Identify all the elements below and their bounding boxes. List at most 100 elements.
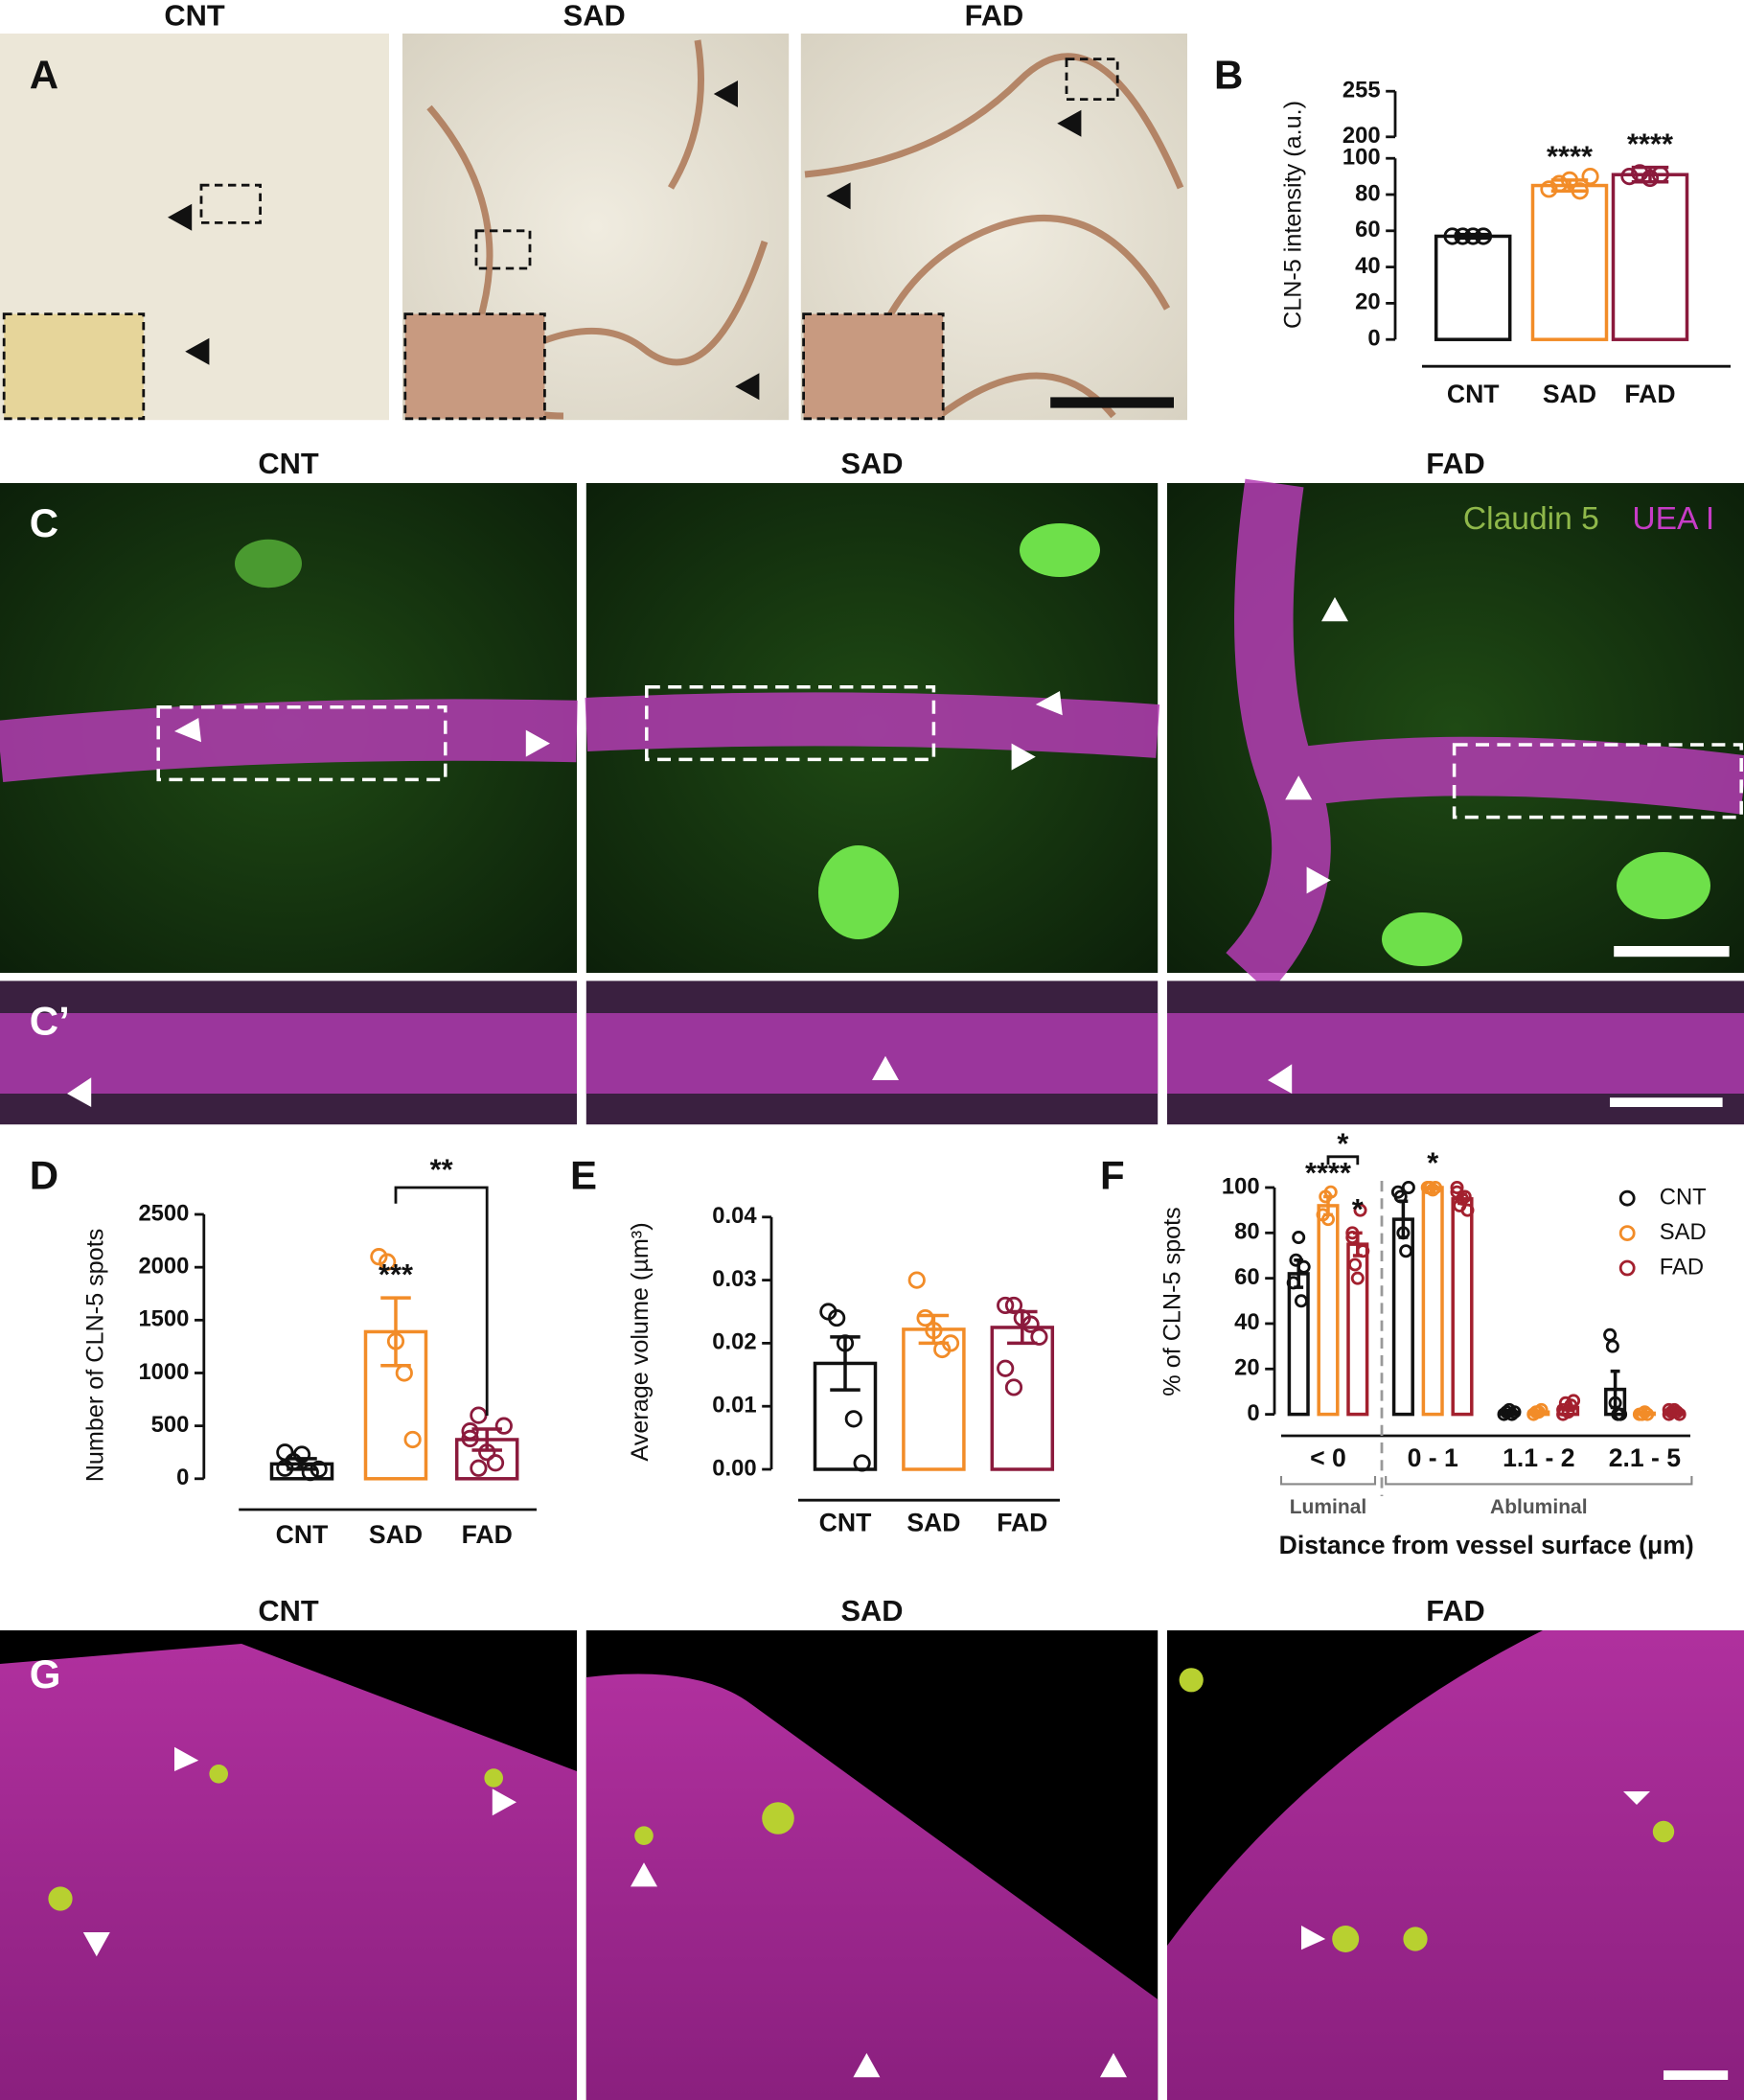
column-header: CNT bbox=[258, 447, 318, 480]
x-tick-label: CNT bbox=[276, 1520, 329, 1549]
y-tick-label: 0.04 bbox=[712, 1203, 757, 1229]
y-tick-label: 20 bbox=[1234, 1355, 1259, 1381]
data-point bbox=[461, 1429, 479, 1447]
data-point bbox=[1457, 1189, 1472, 1204]
panel-label: E bbox=[570, 1152, 597, 1197]
data-point bbox=[1460, 1203, 1475, 1217]
x-tick-label: FAD bbox=[462, 1520, 513, 1549]
data-point bbox=[470, 1459, 488, 1477]
y-tick-label: 20 bbox=[1355, 289, 1380, 315]
data-point bbox=[1641, 169, 1660, 188]
data-point bbox=[1464, 227, 1482, 245]
data-point bbox=[1297, 1259, 1311, 1274]
bracket-label: ** bbox=[430, 1152, 453, 1186]
data-point bbox=[1567, 1394, 1581, 1408]
x-tick-label: SAD bbox=[369, 1520, 423, 1549]
data-point bbox=[997, 1296, 1015, 1315]
data-point bbox=[1581, 168, 1599, 186]
x-tick-label: FAD bbox=[1624, 380, 1675, 408]
y-tick-label: 0.02 bbox=[712, 1329, 756, 1355]
bar bbox=[1317, 1204, 1340, 1417]
y-tick-label: 0 bbox=[176, 1465, 189, 1490]
bar bbox=[902, 1327, 966, 1471]
data-point bbox=[1641, 1407, 1655, 1421]
bar bbox=[1530, 183, 1609, 341]
panel-label: F bbox=[1100, 1152, 1125, 1197]
data-point bbox=[486, 1454, 505, 1472]
y-tick-label: 0 bbox=[1367, 325, 1380, 351]
y-tick-label: 0.00 bbox=[712, 1455, 756, 1481]
stain-legend-uea: UEA I bbox=[1632, 501, 1714, 537]
data-point bbox=[925, 1322, 943, 1340]
data-point bbox=[1323, 1185, 1338, 1199]
column-header: FAD bbox=[965, 0, 1024, 32]
data-point bbox=[461, 1422, 479, 1441]
x-tick-label: FAD bbox=[997, 1508, 1047, 1536]
y-tick-label: 60 bbox=[1355, 217, 1380, 242]
y-tick-label: 60 bbox=[1234, 1264, 1259, 1290]
data-point bbox=[1393, 1189, 1408, 1204]
data-point bbox=[1454, 227, 1472, 245]
bracket-label: * bbox=[1337, 1127, 1348, 1161]
data-point bbox=[1345, 1231, 1360, 1245]
y-tick-label: 100 bbox=[1222, 1173, 1260, 1199]
region-bracket bbox=[1279, 1476, 1377, 1486]
data-point bbox=[844, 1410, 862, 1428]
bracket bbox=[394, 1186, 489, 1416]
data-point bbox=[1356, 1244, 1370, 1258]
data-point bbox=[292, 1445, 311, 1464]
legend-label: CNT bbox=[1660, 1184, 1707, 1210]
data-point bbox=[379, 1253, 397, 1271]
column-header: FAD bbox=[1426, 1594, 1485, 1627]
data-point bbox=[1672, 1407, 1687, 1421]
legend-label: FAD bbox=[1660, 1254, 1704, 1280]
data-point bbox=[853, 1454, 871, 1472]
data-point bbox=[301, 1464, 319, 1482]
y-axis-label: Average volume (µm³) bbox=[627, 1222, 654, 1461]
y-tick-label: 500 bbox=[151, 1412, 190, 1438]
data-point bbox=[1550, 174, 1569, 193]
y-axis-label: % of CLN-5 spots bbox=[1159, 1207, 1186, 1396]
micrographs-a bbox=[0, 34, 1187, 421]
bar bbox=[1434, 234, 1512, 341]
data-point bbox=[1399, 1244, 1413, 1258]
column-header: CNT bbox=[164, 0, 224, 32]
data-point bbox=[494, 1417, 513, 1435]
legend-marker bbox=[1618, 1189, 1636, 1207]
data-point bbox=[1556, 1407, 1571, 1421]
data-point bbox=[1396, 1226, 1411, 1240]
significance: **** bbox=[1627, 127, 1673, 160]
stain-legend-claudin: Claudin 5 bbox=[1463, 501, 1599, 537]
data-point bbox=[1350, 1271, 1365, 1285]
data-point bbox=[997, 1359, 1015, 1377]
bar bbox=[813, 1361, 878, 1471]
data-point bbox=[1474, 227, 1493, 245]
panel-label: G bbox=[30, 1651, 61, 1696]
significance: **** bbox=[1547, 140, 1593, 173]
bar bbox=[1421, 1186, 1444, 1417]
x-tick-label: SAD bbox=[906, 1508, 960, 1536]
y-tick-label: 80 bbox=[1355, 180, 1380, 206]
column-header: SAD bbox=[840, 447, 903, 480]
x-axis-label: Distance from vessel surface (μm) bbox=[1279, 1531, 1694, 1559]
data-point bbox=[1348, 1258, 1363, 1272]
data-point bbox=[1321, 1212, 1335, 1227]
y-tick-label: 255 bbox=[1342, 77, 1381, 103]
x-tick-label: 2.1 - 5 bbox=[1609, 1443, 1682, 1472]
y-tick-label: 40 bbox=[1234, 1309, 1259, 1335]
data-point bbox=[403, 1430, 422, 1449]
renders-g bbox=[0, 1630, 1744, 2100]
data-point bbox=[1345, 1226, 1360, 1240]
bar bbox=[990, 1326, 1055, 1471]
data-point bbox=[1560, 171, 1579, 189]
legend-marker bbox=[1618, 1225, 1636, 1241]
data-point bbox=[1605, 1339, 1619, 1353]
x-tick-label: < 0 bbox=[1310, 1443, 1346, 1472]
significance: * bbox=[1427, 1146, 1438, 1180]
data-point bbox=[828, 1308, 846, 1327]
panel-label: D bbox=[30, 1152, 58, 1197]
data-point bbox=[1571, 182, 1589, 200]
legend-marker bbox=[1618, 1259, 1636, 1277]
data-point bbox=[1289, 1253, 1303, 1267]
